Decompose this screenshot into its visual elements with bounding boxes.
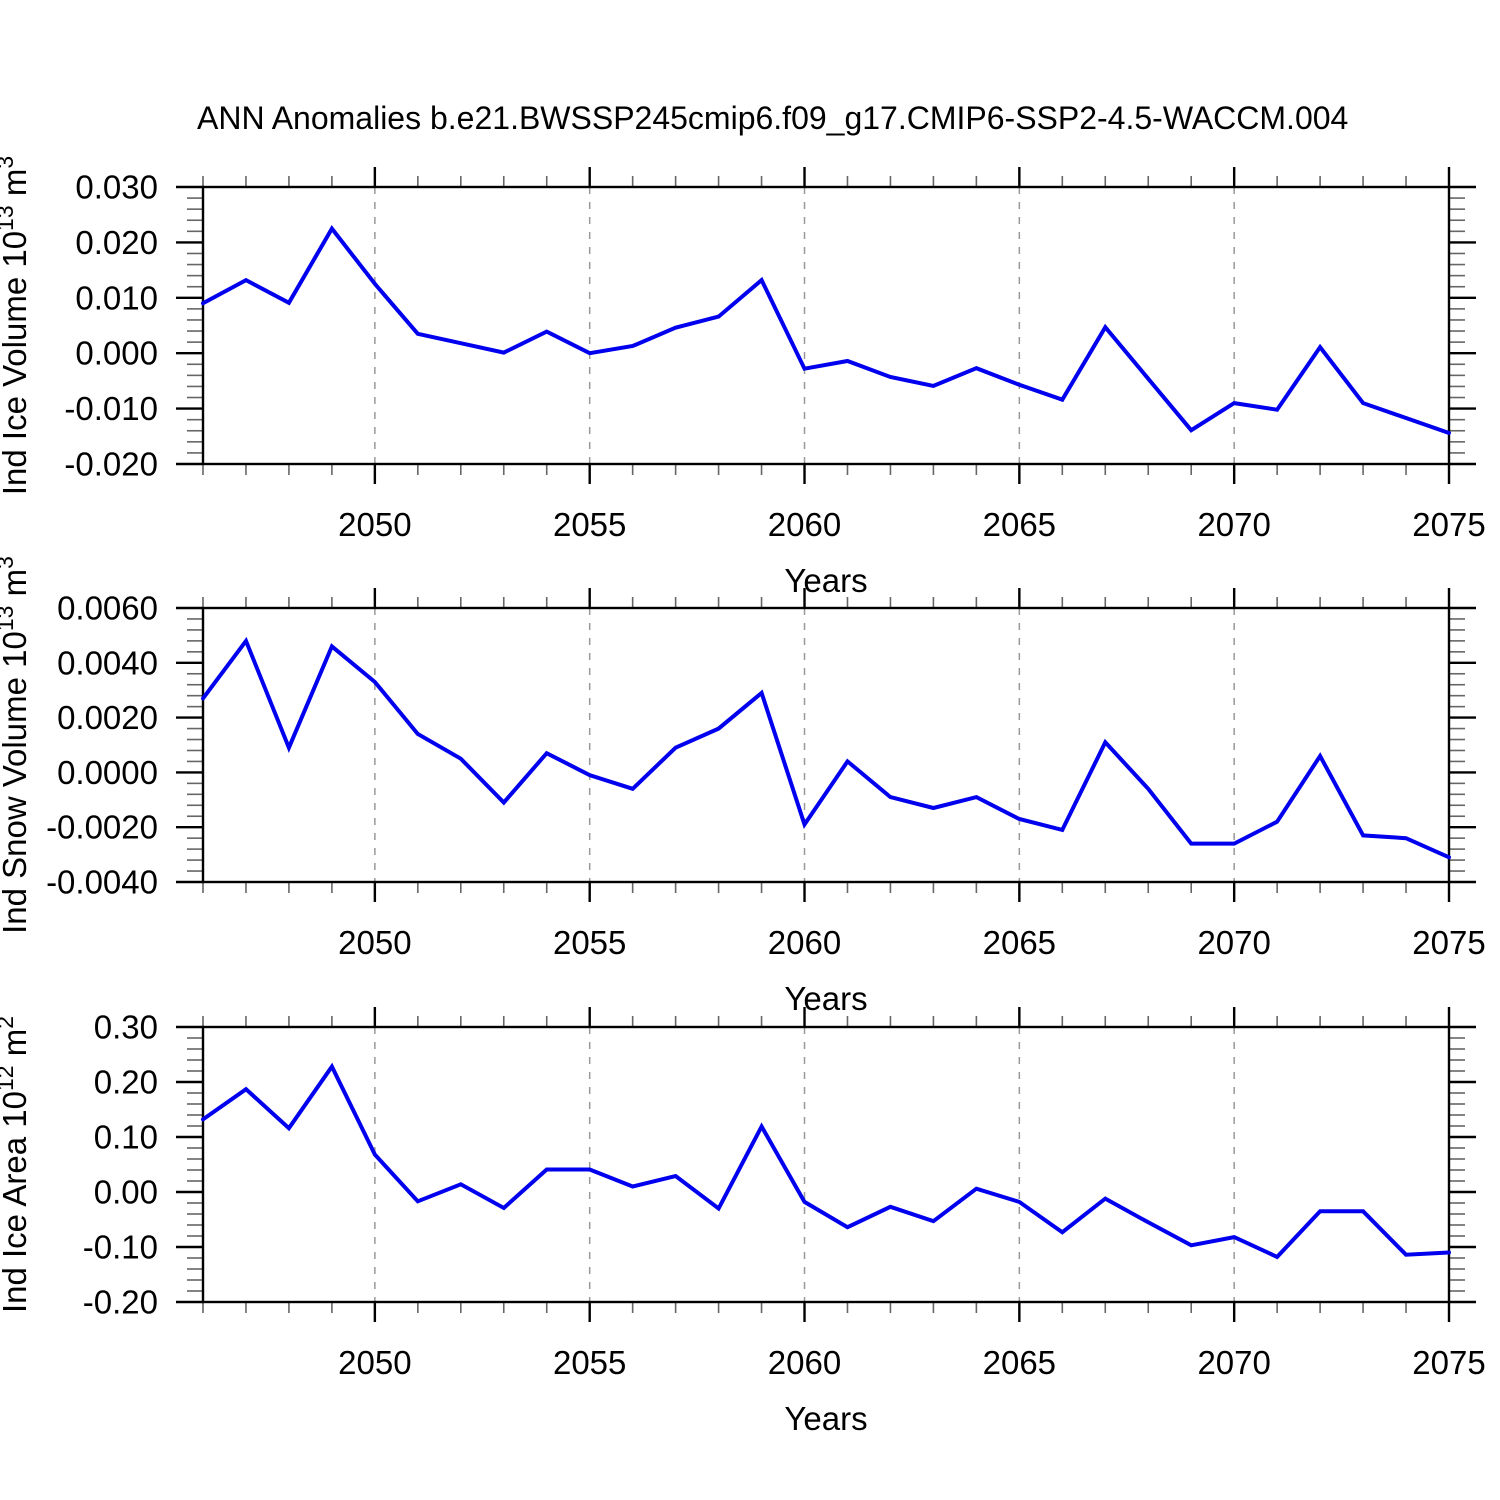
x-tick-label: 2050: [338, 506, 411, 543]
y-tick-label: -0.10: [83, 1229, 158, 1266]
snow-volume-line: [201, 636, 1451, 860]
x-tick-label: 2060: [768, 924, 841, 961]
plot-border: [201, 606, 1451, 884]
y-tick-label: 0.30: [94, 1009, 158, 1046]
x-tick-label: 2060: [768, 1344, 841, 1381]
x-tick-label: 2055: [553, 924, 626, 961]
x-tick-label: 2070: [1197, 924, 1270, 961]
ice-area-line: [201, 1062, 1451, 1260]
y-tick-label: 0.00: [94, 1174, 158, 1211]
superscript: 12: [0, 1065, 18, 1091]
x-tick-label: 2075: [1412, 1344, 1485, 1381]
y-tick-label: -0.0020: [46, 809, 158, 846]
x-tick-label: 2070: [1197, 1344, 1270, 1381]
superscript: 13: [0, 606, 18, 632]
x-tick-label: 2050: [338, 1344, 411, 1381]
y-tick-label: -0.20: [83, 1284, 158, 1321]
ice-volume-line: [201, 225, 1451, 435]
x-tick-label: 2075: [1412, 506, 1485, 543]
superscript: 3: [0, 156, 18, 169]
ice-volume-chart: 0.030 0.020 0.010 0.000 -0.010 -0.020 2050 2055…: [0, 156, 1486, 599]
x-tick-label: 2055: [553, 506, 626, 543]
superscript: 13: [0, 205, 18, 231]
x-tick-label: 2065: [983, 506, 1056, 543]
x-tick-label: 2050: [338, 924, 411, 961]
superscript: 2: [0, 1016, 18, 1029]
x-tick-label: 2075: [1412, 924, 1485, 961]
x-axis-title: Years: [784, 562, 867, 599]
page-title: ANN Anomalies b.e21.BWSSP245cmip6.f09_g1…: [197, 100, 1349, 136]
x-tick-label: 2070: [1197, 506, 1270, 543]
plot-border: [201, 1025, 1451, 1304]
y-tick-label: 0.020: [75, 224, 158, 261]
x-axis-title: Years: [784, 1400, 867, 1437]
x-tick-label: 2065: [983, 924, 1056, 961]
y-tick-label: 0.030: [75, 169, 158, 206]
y-tick-label: 0.0020: [57, 699, 158, 736]
y-tick-label: 0.0000: [57, 754, 158, 791]
y-tick-label: 0.10: [94, 1119, 158, 1156]
y-tick-label: -0.020: [64, 446, 158, 483]
y-tick-label: 0.20: [94, 1064, 158, 1101]
y-axis-title: Ind Ice Area 1012 m2: [0, 1016, 33, 1313]
superscript: 3: [0, 556, 18, 569]
y-tick-label: -0.010: [64, 390, 158, 427]
y-axis-title: Ind Ice Volume 1013 m3: [0, 156, 33, 495]
y-tick-label: -0.0040: [46, 864, 158, 901]
plot-border: [201, 185, 1451, 466]
y-tick-label: 0.0040: [57, 644, 158, 681]
y-tick-label: 0.010: [75, 279, 158, 316]
y-tick-label: 0.000: [75, 335, 158, 372]
y-tick-label: 0.0060: [57, 590, 158, 627]
y-axis-title: Ind Snow Volume 1013 m3: [0, 556, 33, 934]
x-tick-label: 2055: [553, 1344, 626, 1381]
x-axis-title: Years: [784, 980, 867, 1017]
snow-volume-chart: 0.0060 0.0040 0.0020 0.0000 -0.0020 -0.0040 20…: [0, 556, 1486, 1017]
x-tick-label: 2065: [983, 1344, 1056, 1381]
ice-area-chart: 0.30 0.20 0.10 0.00 -0.10 -0.20 2050 2055 2060 20…: [0, 1007, 1486, 1437]
x-tick-label: 2060: [768, 506, 841, 543]
